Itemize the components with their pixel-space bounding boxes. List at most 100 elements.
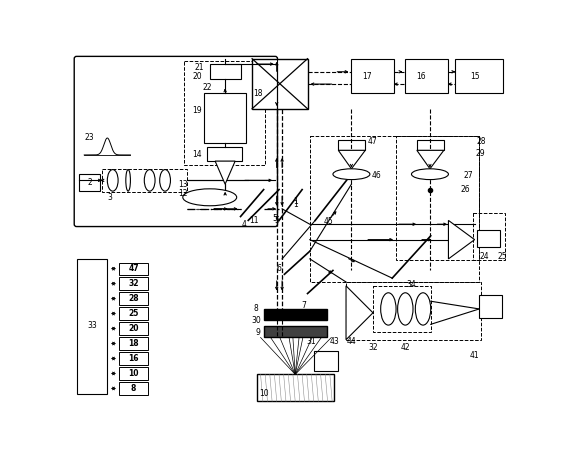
Text: 3: 3 <box>107 193 112 202</box>
Polygon shape <box>339 150 365 169</box>
Bar <box>119 352 148 365</box>
Polygon shape <box>417 150 444 169</box>
Text: 32: 32 <box>128 279 139 288</box>
Text: 1: 1 <box>294 201 298 209</box>
Ellipse shape <box>183 189 237 206</box>
Ellipse shape <box>398 293 413 325</box>
Text: 32: 32 <box>368 343 378 352</box>
Text: 28: 28 <box>128 294 139 303</box>
Ellipse shape <box>412 169 449 180</box>
Bar <box>119 337 148 350</box>
Bar <box>119 292 148 305</box>
Ellipse shape <box>333 169 370 180</box>
Text: 34: 34 <box>406 280 416 289</box>
Text: 10: 10 <box>128 369 139 378</box>
Text: 12: 12 <box>178 189 188 198</box>
Bar <box>79 174 100 191</box>
Ellipse shape <box>144 170 155 191</box>
Text: 13: 13 <box>178 180 188 189</box>
Text: 6: 6 <box>276 265 282 273</box>
Text: 44: 44 <box>347 337 356 346</box>
Text: 19: 19 <box>193 106 202 115</box>
FancyBboxPatch shape <box>74 56 278 227</box>
Text: 43: 43 <box>329 337 339 346</box>
Ellipse shape <box>126 170 131 191</box>
Bar <box>310 136 479 282</box>
Polygon shape <box>215 161 235 184</box>
Bar <box>473 213 506 260</box>
Bar <box>417 139 444 150</box>
Text: 16: 16 <box>416 72 426 81</box>
Text: 17: 17 <box>362 72 372 81</box>
Bar <box>210 64 241 80</box>
Bar <box>119 323 148 335</box>
Text: 25: 25 <box>498 252 507 261</box>
Text: 22: 22 <box>203 83 212 92</box>
Text: 8: 8 <box>254 304 258 314</box>
Text: 11: 11 <box>249 216 258 225</box>
Text: 31: 31 <box>307 337 316 346</box>
Bar <box>119 262 148 275</box>
Text: 25: 25 <box>128 309 139 318</box>
Text: 20: 20 <box>193 72 202 81</box>
Ellipse shape <box>381 293 396 325</box>
Bar <box>252 58 308 109</box>
Bar <box>264 309 327 320</box>
Polygon shape <box>449 220 475 259</box>
Text: 1: 1 <box>294 197 298 206</box>
Bar <box>119 367 148 380</box>
Bar <box>76 259 107 393</box>
Text: 20: 20 <box>128 324 139 333</box>
Bar <box>184 61 265 165</box>
Ellipse shape <box>160 170 170 191</box>
Bar <box>264 326 327 337</box>
Text: 30: 30 <box>251 316 261 325</box>
Text: 14: 14 <box>193 150 202 159</box>
Bar <box>479 295 502 318</box>
Text: 8: 8 <box>131 384 136 393</box>
Text: 28: 28 <box>476 138 486 146</box>
Text: 26: 26 <box>461 185 470 194</box>
Text: 41: 41 <box>470 351 479 360</box>
Text: 47: 47 <box>368 138 378 146</box>
Bar <box>119 277 148 290</box>
Bar <box>477 230 500 247</box>
Bar <box>455 58 503 93</box>
Text: 4: 4 <box>241 220 246 229</box>
Text: 15: 15 <box>470 72 479 81</box>
Polygon shape <box>346 286 373 340</box>
Text: 5: 5 <box>274 216 279 225</box>
Text: 18: 18 <box>253 89 262 98</box>
Text: 27: 27 <box>463 171 473 180</box>
Ellipse shape <box>416 293 431 325</box>
Bar <box>339 139 365 150</box>
Text: 45: 45 <box>323 218 333 226</box>
Bar <box>352 58 394 93</box>
Text: 2: 2 <box>87 178 92 187</box>
Text: 5: 5 <box>272 213 277 223</box>
Text: 23: 23 <box>85 133 95 142</box>
Text: 18: 18 <box>128 339 139 348</box>
Text: 10: 10 <box>259 389 268 398</box>
Text: 42: 42 <box>401 343 410 352</box>
Text: 46: 46 <box>372 171 382 180</box>
Bar <box>346 282 481 340</box>
Ellipse shape <box>107 170 118 191</box>
Text: 16: 16 <box>128 354 139 363</box>
Bar <box>102 169 186 192</box>
Text: 33: 33 <box>87 321 97 330</box>
Bar <box>207 147 242 161</box>
Text: 21: 21 <box>195 63 205 72</box>
Bar <box>203 93 246 143</box>
Text: 29: 29 <box>476 149 486 158</box>
Bar <box>396 136 479 260</box>
Bar <box>373 286 431 332</box>
Bar <box>258 374 335 401</box>
Text: 47: 47 <box>128 264 139 273</box>
Text: 9: 9 <box>255 328 260 336</box>
Bar <box>314 351 339 371</box>
Text: 24: 24 <box>480 252 490 261</box>
Bar <box>119 308 148 320</box>
Text: 7: 7 <box>301 301 306 309</box>
Bar <box>405 58 447 93</box>
